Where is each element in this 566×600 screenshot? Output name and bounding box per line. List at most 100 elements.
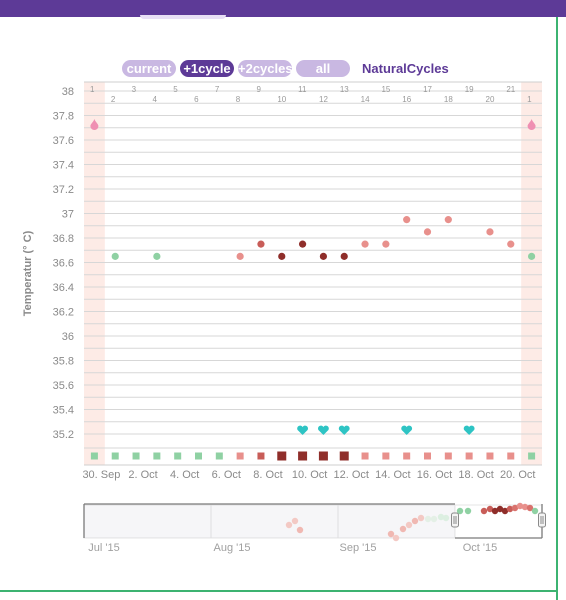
cycle-day-label: 16 bbox=[402, 95, 411, 104]
day-status-square bbox=[444, 452, 452, 460]
navigator-label: Oct '15 bbox=[463, 542, 498, 554]
day-status-square bbox=[132, 452, 140, 460]
x-tick-label: 6. Oct bbox=[212, 469, 241, 481]
x-tick-label: 14. Oct bbox=[375, 469, 410, 481]
x-tick-label: 2. Oct bbox=[128, 469, 157, 481]
navigator-handle[interactable] bbox=[538, 512, 546, 528]
navigator-point bbox=[291, 517, 299, 525]
day-status-square bbox=[174, 452, 182, 460]
heart-icon bbox=[463, 425, 475, 435]
day-status-square bbox=[153, 452, 161, 460]
heart-icon bbox=[338, 425, 350, 435]
navigator-point bbox=[399, 525, 407, 533]
navigator-point bbox=[411, 517, 419, 525]
navigator-point bbox=[516, 502, 524, 510]
navigator-point bbox=[511, 504, 519, 512]
cycle-day-label: 18 bbox=[444, 95, 453, 104]
cycle-day-label: 5 bbox=[173, 85, 178, 94]
y-tick-label: 37.2 bbox=[53, 184, 74, 196]
period-drop-icon bbox=[90, 119, 99, 130]
navigator-point bbox=[496, 505, 504, 513]
navigator-point bbox=[417, 514, 425, 522]
y-tick-label: 36.8 bbox=[53, 233, 74, 245]
temperature-point bbox=[257, 240, 265, 248]
x-tick-label: 30. Sep bbox=[82, 469, 120, 481]
cycle-day-label: 4 bbox=[152, 95, 157, 104]
day-status-square bbox=[236, 452, 244, 460]
cycle-day-label: 20 bbox=[486, 95, 495, 104]
navigator-point bbox=[405, 521, 413, 529]
period-band bbox=[521, 82, 542, 465]
period-drop-icon bbox=[527, 119, 536, 130]
cycle-day-label: 7 bbox=[215, 85, 220, 94]
period-band bbox=[84, 82, 105, 465]
y-tick-label: 36 bbox=[62, 331, 74, 343]
y-tick-label: 37.8 bbox=[53, 111, 74, 123]
navigator-point bbox=[531, 507, 539, 515]
temperature-point bbox=[298, 240, 307, 248]
plot-area bbox=[84, 82, 542, 465]
x-tick-label: 20. Oct bbox=[500, 469, 535, 481]
cycle-day-label: 11 bbox=[298, 85, 307, 94]
all-cycles-button[interactable]: all bbox=[296, 60, 350, 77]
top-bar bbox=[0, 0, 566, 17]
y-tick-label: 36.6 bbox=[53, 258, 74, 270]
temperature-point bbox=[340, 252, 348, 260]
navigator-point bbox=[456, 507, 464, 515]
navigator-point bbox=[506, 505, 514, 513]
cycle-day-label: 13 bbox=[340, 85, 349, 94]
navigator-unselected bbox=[84, 505, 455, 538]
navigator-point bbox=[442, 514, 450, 522]
day-status-square bbox=[298, 451, 308, 461]
temperature-point bbox=[361, 240, 369, 248]
navigator-point bbox=[392, 534, 400, 542]
current-cycle-button[interactable]: current bbox=[122, 60, 176, 77]
cycle-day-label: 17 bbox=[423, 85, 432, 94]
navigator-point bbox=[486, 505, 494, 513]
temperature-point bbox=[236, 252, 244, 260]
y-axis-title: Temperatur (° C) bbox=[22, 230, 34, 316]
day-status-square bbox=[111, 452, 119, 460]
cycle-day-label: 15 bbox=[381, 85, 390, 94]
day-status-square bbox=[90, 452, 98, 460]
x-tick-label: 18. Oct bbox=[458, 469, 493, 481]
heart-icon bbox=[317, 425, 329, 435]
plus-one-cycle-button[interactable]: +1cycle bbox=[180, 60, 234, 77]
cycle-day-label: 21 bbox=[506, 85, 515, 94]
y-tick-label: 38 bbox=[62, 86, 74, 98]
y-tick-label: 35.2 bbox=[53, 429, 74, 441]
right-border bbox=[556, 17, 558, 600]
day-status-square bbox=[424, 452, 431, 460]
navigator-point bbox=[285, 521, 293, 529]
day-status-square bbox=[195, 452, 202, 460]
x-tick-label: 10. Oct bbox=[292, 469, 327, 481]
day-status-square bbox=[339, 451, 349, 461]
navigator-point bbox=[430, 515, 438, 523]
temperature-point bbox=[111, 252, 119, 260]
day-status-square bbox=[361, 452, 369, 460]
day-status-square bbox=[486, 452, 494, 460]
navigator-handle[interactable] bbox=[451, 512, 459, 528]
cycle-day-label: 6 bbox=[194, 95, 199, 104]
x-tick-label: 12. Oct bbox=[333, 469, 368, 481]
y-tick-label: 36.4 bbox=[53, 282, 74, 294]
day-status-square bbox=[318, 451, 328, 461]
brand-label: NaturalCycles bbox=[362, 61, 449, 76]
temperature-point bbox=[507, 240, 515, 248]
navigator-label: Sep '15 bbox=[340, 542, 377, 554]
heart-icon bbox=[297, 425, 309, 435]
x-tick-label: 16. Oct bbox=[417, 469, 452, 481]
temperature-point bbox=[382, 240, 390, 248]
temperature-point bbox=[486, 228, 494, 236]
cycle-day-label: 12 bbox=[319, 95, 328, 104]
plus-two-cycles-button[interactable]: +2cycles bbox=[238, 60, 293, 77]
temperature-point bbox=[403, 216, 411, 224]
y-tick-label: 35.6 bbox=[53, 380, 74, 392]
navigator-point bbox=[296, 526, 304, 534]
navigator-point bbox=[464, 507, 472, 515]
top-bar-tab[interactable] bbox=[140, 15, 226, 19]
heart-icon bbox=[401, 425, 413, 435]
bottom-border bbox=[0, 590, 558, 592]
temperature-point bbox=[153, 252, 161, 260]
day-status-square bbox=[403, 452, 411, 460]
